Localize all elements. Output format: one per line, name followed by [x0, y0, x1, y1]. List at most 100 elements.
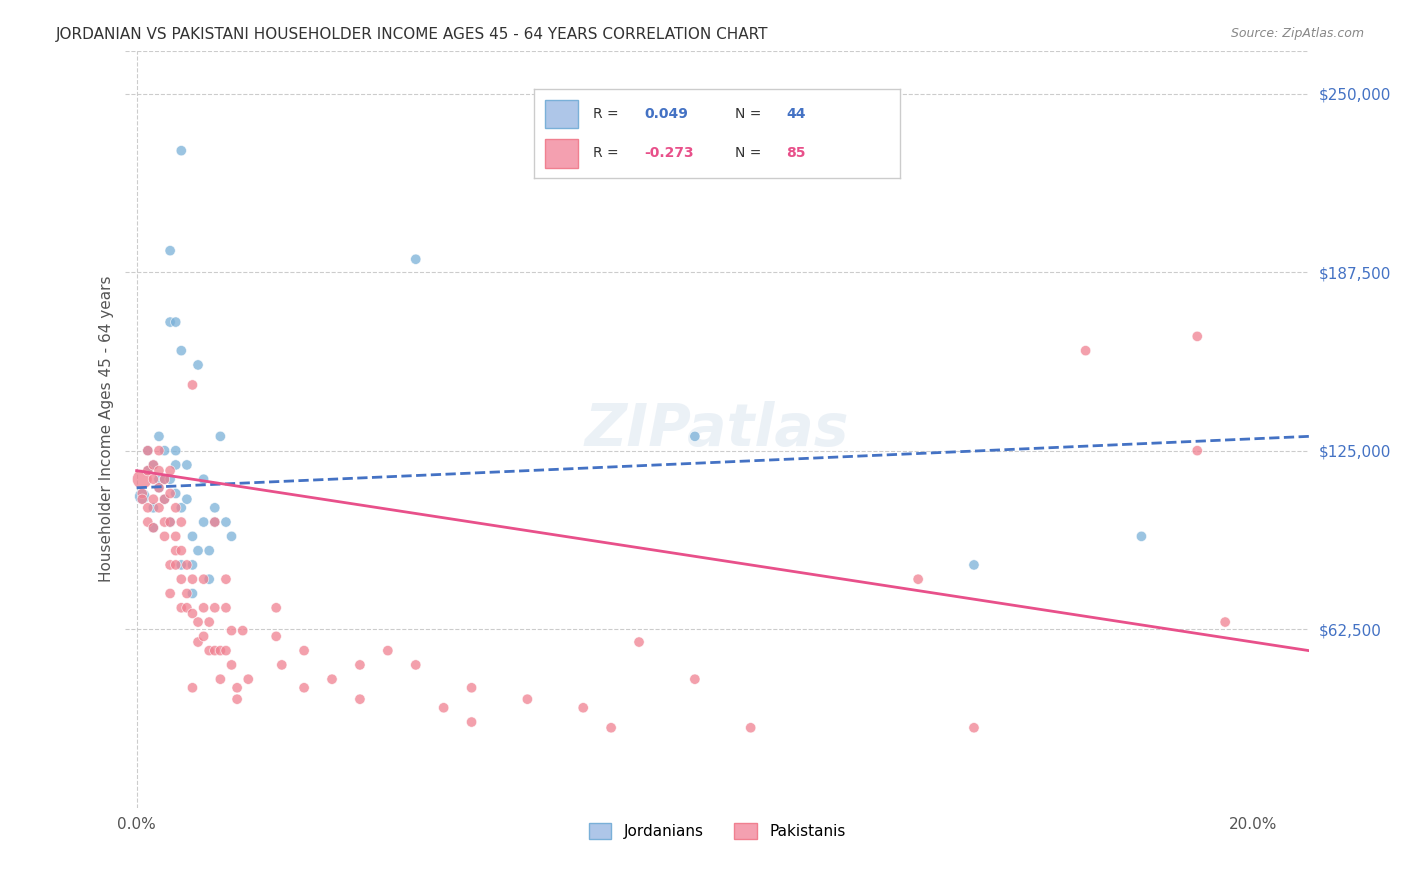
Pakistanis: [292, 681, 315, 695]
Pakistanis: [165, 558, 187, 572]
Pakistanis: [405, 657, 427, 672]
Pakistanis: [460, 714, 482, 729]
Text: 44: 44: [786, 107, 806, 121]
Pakistanis: [153, 515, 176, 529]
Pakistanis: [215, 643, 238, 657]
Pakistanis: [136, 515, 159, 529]
FancyBboxPatch shape: [546, 139, 578, 168]
Jordanians: [148, 481, 170, 495]
Jordanians: [683, 429, 706, 443]
Pakistanis: [181, 572, 204, 586]
Text: 85: 85: [786, 146, 806, 161]
Pakistanis: [159, 558, 181, 572]
Pakistanis: [159, 464, 181, 478]
Pakistanis: [187, 635, 209, 649]
Jordanians: [1130, 529, 1153, 543]
Jordanians: [963, 558, 986, 572]
Jordanians: [181, 529, 204, 543]
Pakistanis: [221, 657, 243, 672]
Pakistanis: [349, 692, 371, 706]
Pakistanis: [270, 657, 292, 672]
Jordanians: [165, 315, 187, 329]
Pakistanis: [1213, 615, 1236, 629]
Jordanians: [170, 343, 193, 358]
Jordanians: [405, 252, 427, 267]
Pakistanis: [187, 615, 209, 629]
Jordanians: [193, 515, 215, 529]
Pakistanis: [153, 472, 176, 486]
Text: N =: N =: [735, 146, 766, 161]
Pakistanis: [204, 515, 226, 529]
Pakistanis: [1187, 329, 1209, 343]
Jordanians: [221, 529, 243, 543]
Jordanians: [165, 486, 187, 500]
Pakistanis: [204, 600, 226, 615]
Pakistanis: [148, 500, 170, 515]
Pakistanis: [176, 586, 198, 600]
Jordanians: [142, 458, 165, 472]
Pakistanis: [740, 721, 762, 735]
Text: R =: R =: [593, 107, 623, 121]
Jordanians: [204, 515, 226, 529]
Pakistanis: [170, 515, 193, 529]
Pakistanis: [170, 572, 193, 586]
Pakistanis: [193, 572, 215, 586]
Pakistanis: [433, 700, 456, 714]
Pakistanis: [170, 543, 193, 558]
Pakistanis: [226, 692, 249, 706]
Text: R =: R =: [593, 146, 623, 161]
Pakistanis: [193, 600, 215, 615]
Pakistanis: [600, 721, 623, 735]
Pakistanis: [170, 600, 193, 615]
Pakistanis: [683, 672, 706, 686]
Pakistanis: [221, 624, 243, 638]
Jordanians: [136, 443, 159, 458]
Pakistanis: [181, 378, 204, 392]
Jordanians: [209, 429, 232, 443]
Jordanians: [181, 586, 204, 600]
Pakistanis: [232, 624, 254, 638]
Jordanians: [215, 515, 238, 529]
Jordanians: [153, 492, 176, 507]
Pakistanis: [136, 443, 159, 458]
Pakistanis: [215, 572, 238, 586]
Pakistanis: [1187, 443, 1209, 458]
Pakistanis: [204, 643, 226, 657]
Pakistanis: [628, 635, 651, 649]
Pakistanis: [165, 500, 187, 515]
Pakistanis: [292, 643, 315, 657]
Pakistanis: [165, 543, 187, 558]
Pakistanis: [176, 558, 198, 572]
Jordanians: [170, 558, 193, 572]
Pakistanis: [176, 600, 198, 615]
Jordanians: [193, 472, 215, 486]
Jordanians: [198, 572, 221, 586]
Jordanians: [159, 515, 181, 529]
Jordanians: [165, 458, 187, 472]
Jordanians: [204, 500, 226, 515]
Text: Source: ZipAtlas.com: Source: ZipAtlas.com: [1230, 27, 1364, 40]
Jordanians: [142, 521, 165, 535]
Jordanians: [148, 472, 170, 486]
Jordanians: [198, 543, 221, 558]
Jordanians: [159, 315, 181, 329]
Pakistanis: [238, 672, 260, 686]
Pakistanis: [321, 672, 343, 686]
Jordanians: [165, 443, 187, 458]
Pakistanis: [142, 521, 165, 535]
Pakistanis: [181, 607, 204, 621]
Jordanians: [181, 558, 204, 572]
Pakistanis: [209, 643, 232, 657]
Pakistanis: [153, 529, 176, 543]
Jordanians: [170, 500, 193, 515]
Jordanians: [136, 464, 159, 478]
Pakistanis: [193, 629, 215, 643]
Pakistanis: [131, 472, 153, 486]
Text: JORDANIAN VS PAKISTANI HOUSEHOLDER INCOME AGES 45 - 64 YEARS CORRELATION CHART: JORDANIAN VS PAKISTANI HOUSEHOLDER INCOM…: [56, 27, 769, 42]
Pakistanis: [349, 657, 371, 672]
Pakistanis: [131, 492, 153, 507]
Text: 0.049: 0.049: [644, 107, 688, 121]
Pakistanis: [142, 458, 165, 472]
Pakistanis: [159, 586, 181, 600]
Pakistanis: [1074, 343, 1097, 358]
